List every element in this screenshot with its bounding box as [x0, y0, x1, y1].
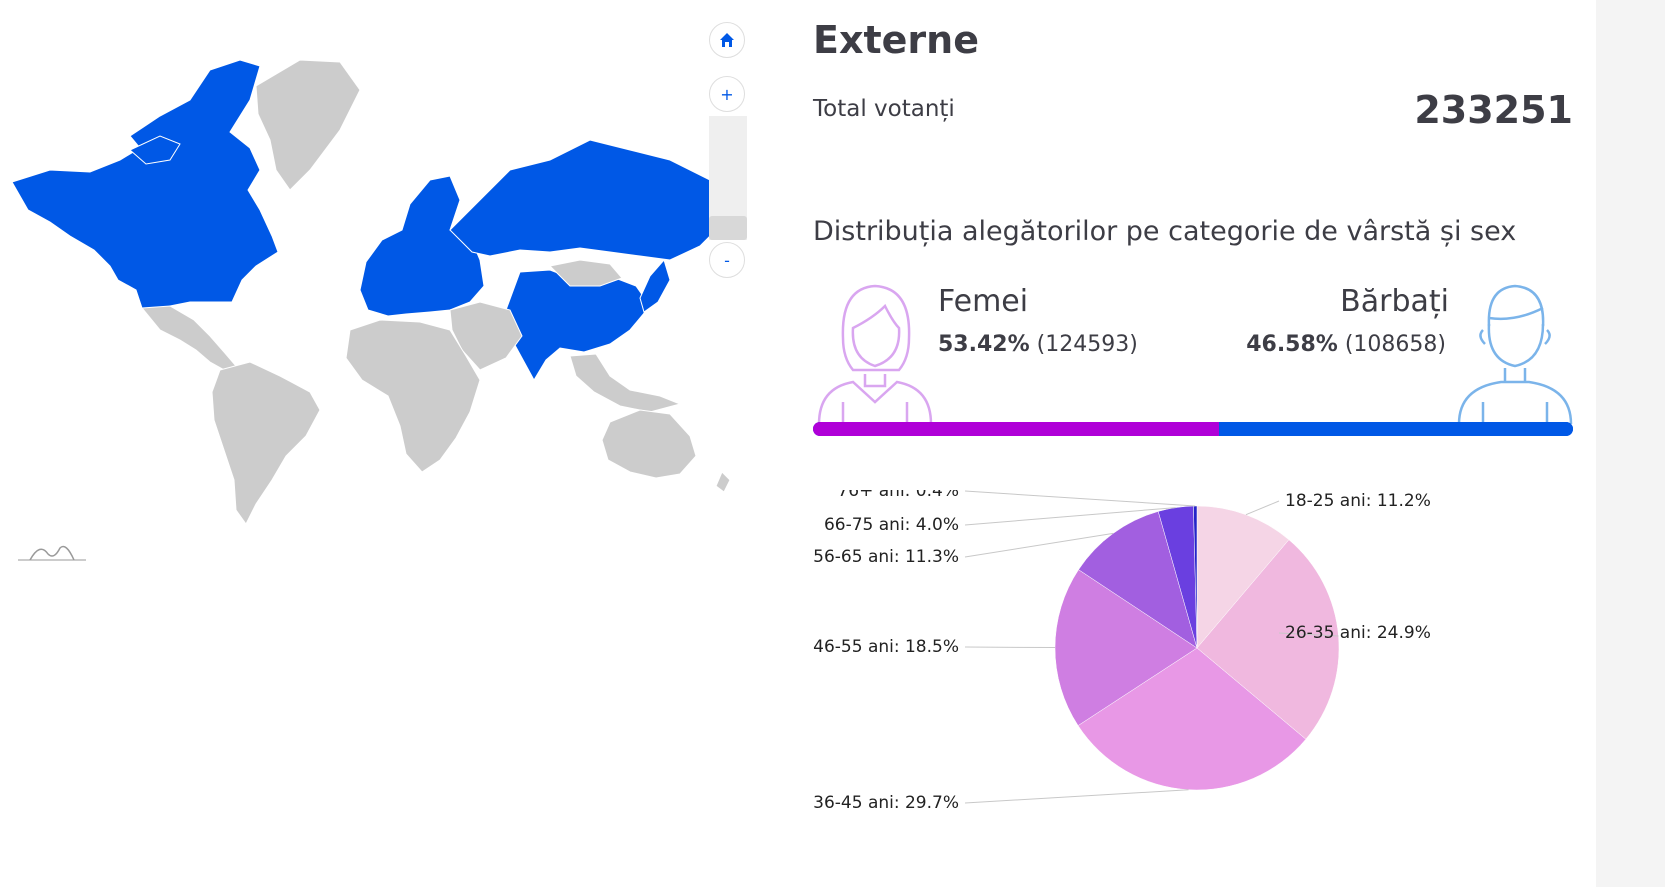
- pie-label: 66-75 ani: 4.0%: [824, 515, 959, 535]
- age-pie-chart: 18-25 ani: 11.2% 26-35 ani: 24.9% 36-45 an…: [813, 481, 1573, 880]
- pie-label: 26-35 ani: 24.9%: [1285, 623, 1431, 643]
- map-region-russia[interactable]: [449, 139, 737, 261]
- map-region-greenland[interactable]: [255, 59, 361, 191]
- pie-leader-line: [964, 490, 1196, 507]
- gender-bar-male: [1218, 422, 1573, 436]
- female-avatar: [813, 278, 937, 425]
- female-label: Femei: [938, 284, 1029, 319]
- map-region-africa[interactable]: [345, 319, 481, 473]
- map-region-north-america[interactable]: [11, 59, 279, 313]
- amcharts-logo-icon: [18, 545, 86, 561]
- map-region-australia[interactable]: [601, 409, 697, 479]
- distribution-title: Distribuția alegătorilor pe categorie de…: [813, 216, 1517, 247]
- map-home-button[interactable]: [709, 22, 745, 58]
- pie-leader-line: [1245, 500, 1280, 516]
- map-region-japan[interactable]: [639, 258, 671, 313]
- pie-label: 46-55 ani: 18.5%: [813, 637, 959, 657]
- map-region-middle-east[interactable]: [449, 301, 523, 371]
- pie-slice-36-45-ani[interactable]: [1077, 647, 1307, 791]
- pie-slice-46-55-ani[interactable]: [1054, 569, 1198, 726]
- total-voters-label: Total votanți: [813, 96, 955, 122]
- age-pie-chart-svg: 18-25 ani: 11.2% 26-35 ani: 24.9% 36-45 an…: [813, 481, 1431, 813]
- pie-slice-18-25-ani[interactable]: [1196, 505, 1290, 649]
- map-zoom-in-button[interactable]: +: [709, 76, 745, 112]
- pie-leader-line: [1278, 632, 1339, 637]
- map-region-south-america[interactable]: [211, 361, 321, 525]
- pie-label: 56-65 ani: 11.3%: [813, 547, 959, 567]
- pie-label: 76+ ani: 0.4%: [837, 490, 959, 501]
- total-voters-value: 233251: [1414, 88, 1573, 132]
- female-person-icon: [817, 284, 933, 425]
- male-percent: 46.58%: [1246, 332, 1338, 357]
- male-label: Bărbați: [1340, 284, 1449, 319]
- map-zoom-slider-thumb[interactable]: [709, 216, 747, 240]
- female-stat: 53.42% (124593): [938, 332, 1138, 357]
- male-person-icon: [1457, 284, 1573, 425]
- pie-leader-line: [964, 789, 1189, 804]
- male-avatar: [1453, 278, 1577, 425]
- pie-label: 18-25 ani: 11.2%: [1285, 491, 1431, 511]
- map-region-southeast-asia[interactable]: [569, 353, 682, 413]
- region-title: Externe: [813, 18, 979, 62]
- world-map-svg: [11, 59, 737, 525]
- male-count: (108658): [1344, 332, 1446, 357]
- map-region-new-zealand[interactable]: [715, 471, 731, 493]
- pie-leader-line: [964, 532, 1114, 558]
- pie-leader-line: [964, 646, 1056, 649]
- map-region-arctic-islands[interactable]: [129, 135, 181, 165]
- map-zoom-out-button[interactable]: -: [709, 242, 745, 278]
- female-count: (124593): [1036, 332, 1138, 357]
- pie-slice-56-65-ani[interactable]: [1078, 511, 1198, 649]
- world-map[interactable]: [10, 40, 770, 560]
- pie-label: 36-45 ani: 29.7%: [813, 793, 959, 813]
- map-credit-logo[interactable]: [18, 538, 88, 564]
- male-stat: 46.58% (108658): [1246, 332, 1446, 357]
- female-percent: 53.42%: [938, 332, 1030, 357]
- home-icon: [720, 33, 734, 47]
- gender-ratio-bar: [813, 422, 1573, 436]
- right-gutter: [1596, 0, 1665, 887]
- pie-leader-line: [964, 507, 1176, 526]
- map-region-central-america[interactable]: [141, 305, 237, 373]
- gender-bar-female: [813, 422, 1219, 436]
- map-region-mongolia[interactable]: [548, 259, 623, 287]
